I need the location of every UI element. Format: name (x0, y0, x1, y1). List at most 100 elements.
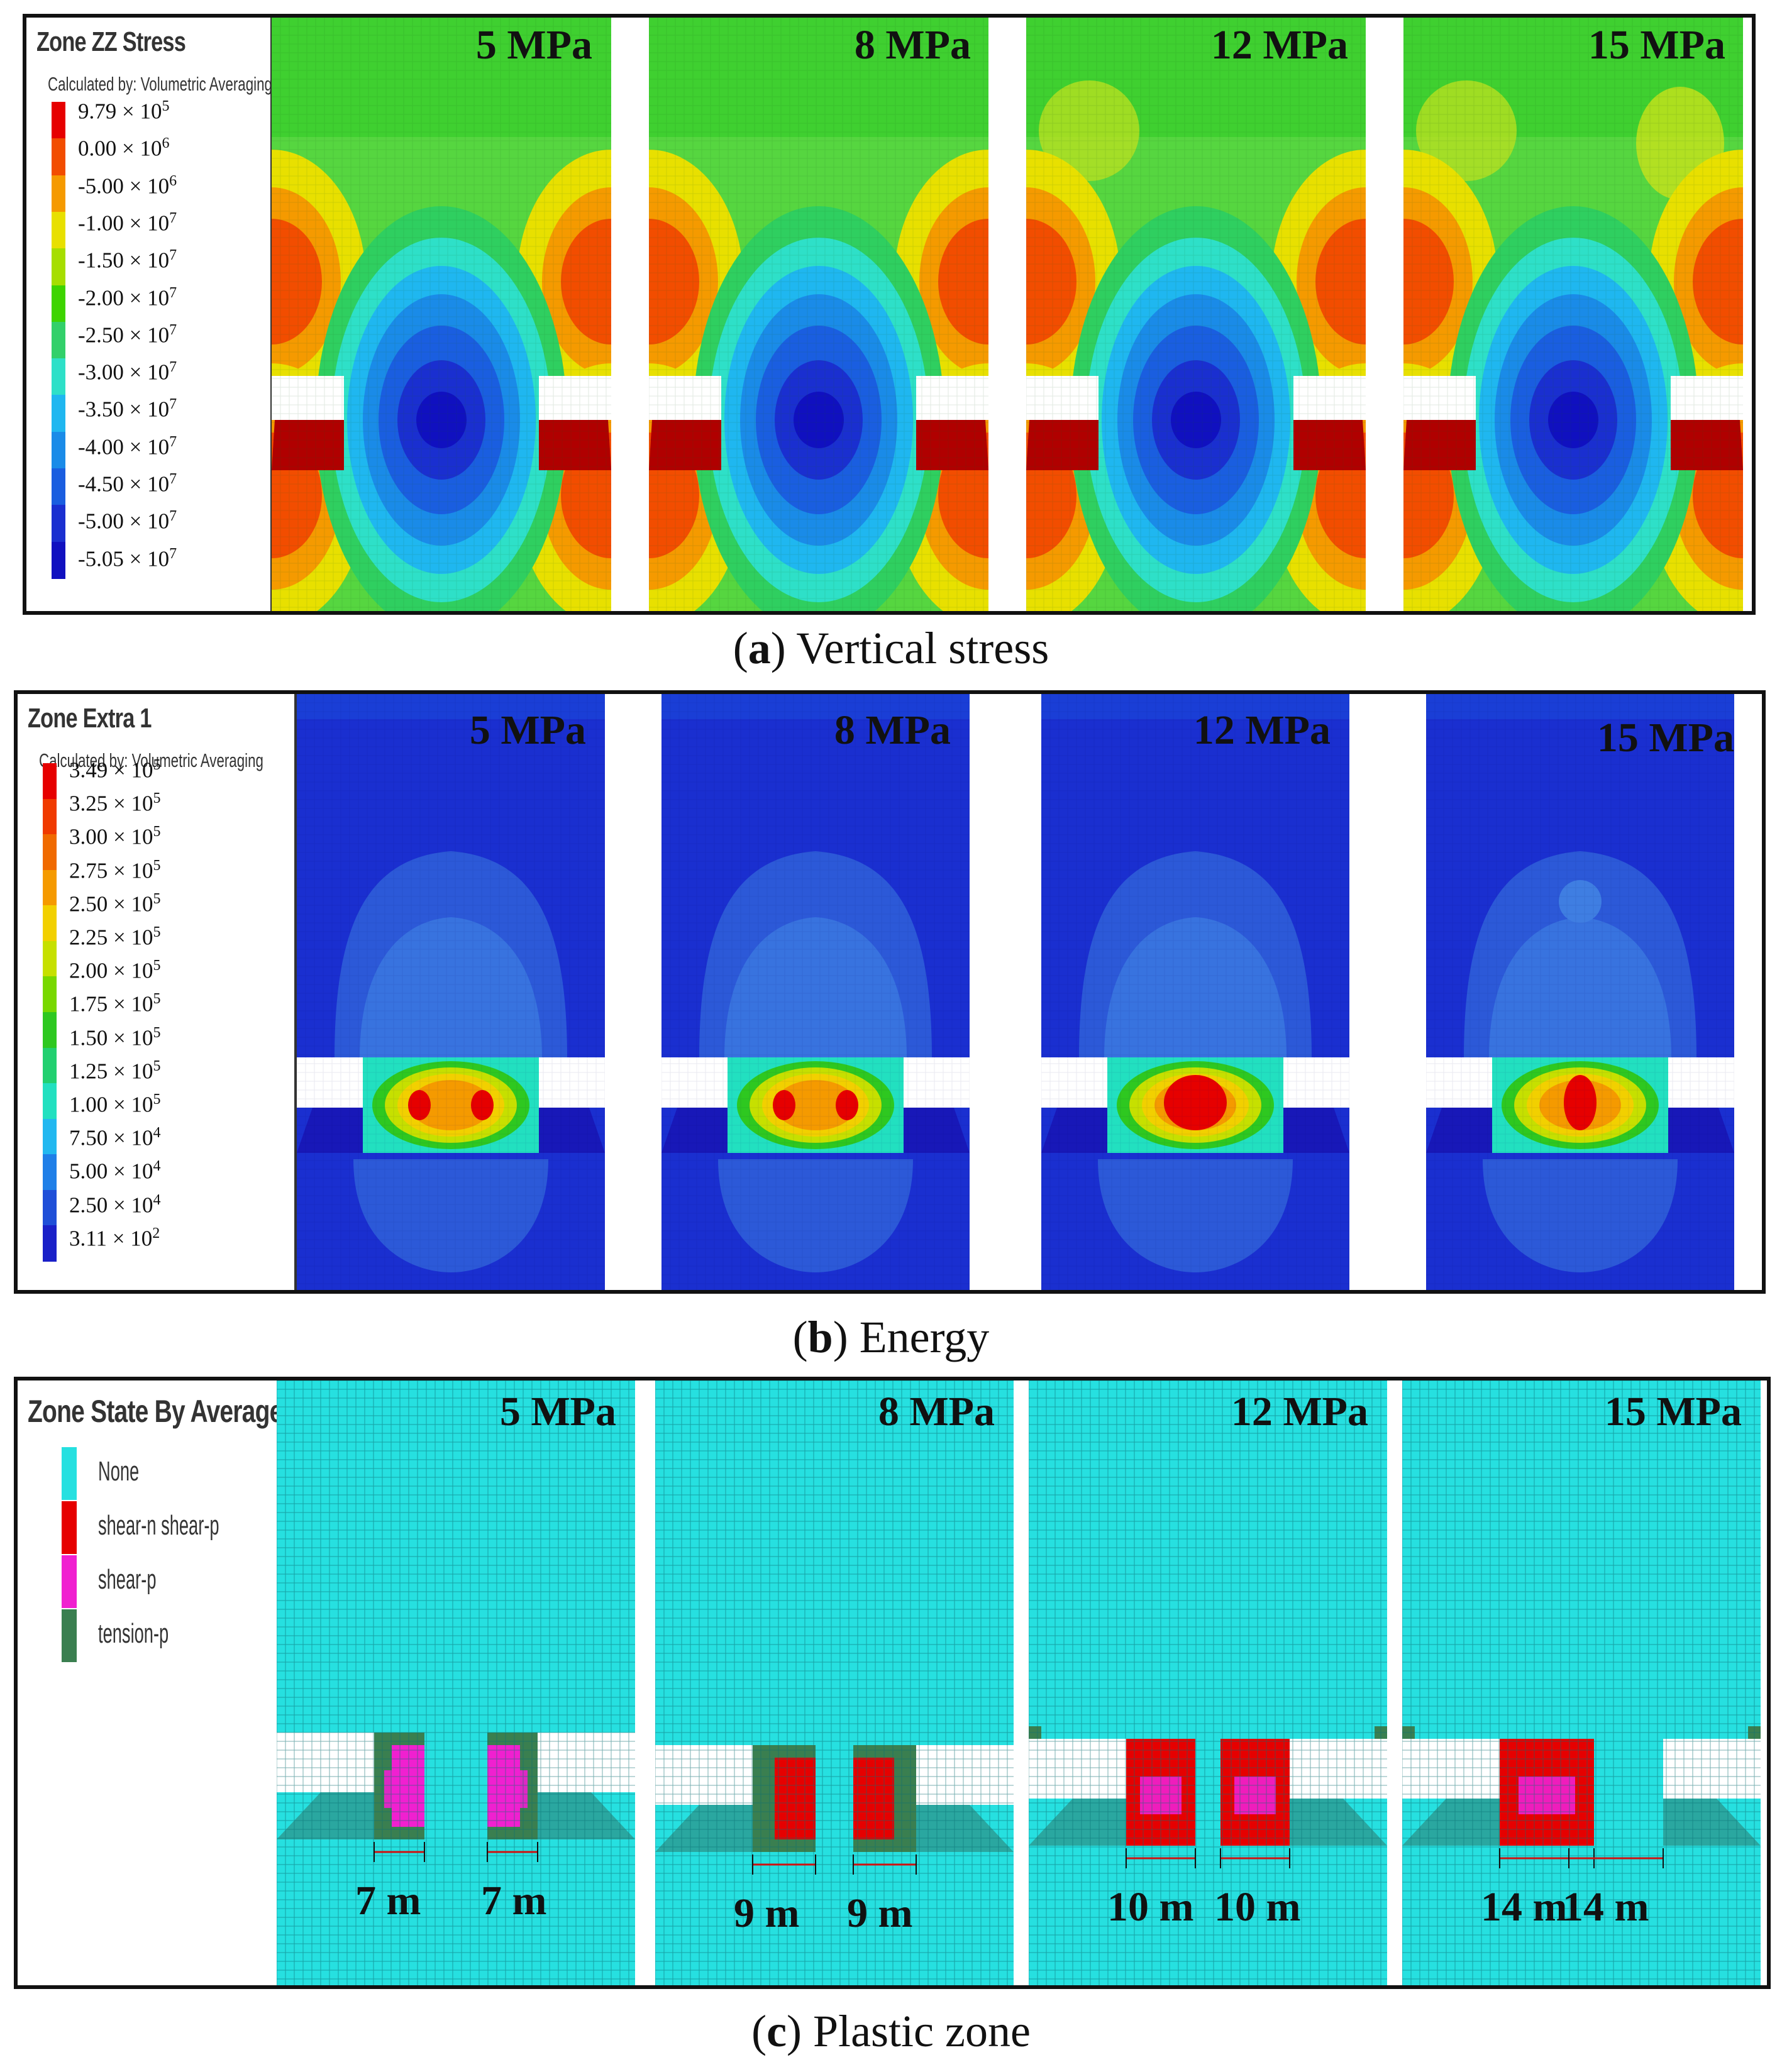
legend-color-swatch (52, 505, 65, 543)
legend-exponent: 5 (153, 857, 161, 874)
plastic-zone-plot: 8 MPa 9 m 9 m (655, 1380, 1014, 1985)
legend-value-label: -2.00 × 107 (78, 284, 177, 311)
plastic-width-left: 14 m (1481, 1884, 1568, 1930)
legend-color-swatch (43, 763, 57, 800)
legend-color-swatch (52, 248, 65, 286)
legend-value-label: 1.25 × 105 (69, 1057, 161, 1084)
legend-title: Zone Extra 1 (28, 703, 152, 734)
plastic-width-right: 14 m (1563, 1884, 1649, 1930)
mesh-grid (655, 1380, 1014, 1985)
contour-svg (1426, 694, 1734, 1290)
wedge (1403, 420, 1476, 470)
case-label: 8 MPa (854, 22, 971, 68)
legend-value-label: 2.75 × 105 (69, 857, 161, 883)
opening (916, 376, 988, 420)
mesh-grid (1029, 1380, 1387, 1985)
opening (539, 1057, 605, 1108)
yellow-patch (1416, 80, 1517, 181)
zone-state-swatch (62, 1501, 77, 1554)
legend-exponent: 5 (153, 924, 161, 940)
legend-color-swatch (43, 1047, 57, 1084)
case-label: 5 MPa (475, 22, 592, 68)
legend-exponent: 5 (153, 790, 161, 807)
legend-exponent: 4 (153, 1125, 161, 1142)
legend-value-label: 3.49 × 105 (69, 757, 161, 783)
mesh-grid (1402, 1380, 1761, 1985)
energy-peak (471, 1090, 494, 1120)
side-stress-zone (272, 219, 322, 344)
opening (277, 1733, 374, 1792)
zone-state-swatch (62, 1447, 77, 1500)
legend-color-swatch (43, 1012, 57, 1049)
legend-value-label: -3.00 × 107 (78, 359, 177, 385)
zone-state-label: shear-p (98, 1564, 157, 1595)
caption-a: (a) Vertical stress (733, 623, 1049, 673)
case-label: 5 MPa (469, 707, 586, 753)
case-label: 5 MPa (499, 1389, 616, 1435)
shear-zone (775, 1758, 816, 1839)
legend-exponent: 5 (153, 1057, 161, 1074)
plastic-zone-plot: 5 MPa 7 m 7 m (277, 1380, 635, 1985)
wedge (277, 1792, 374, 1839)
side-stress-zone (1315, 219, 1366, 344)
caption-c: (c) Plastic zone (751, 2006, 1031, 2056)
legend-color-swatch (52, 285, 65, 322)
wedge (1402, 1799, 1500, 1846)
legend-exponent: 5 (153, 1024, 161, 1041)
opening (538, 1733, 635, 1792)
mesh-grid (1426, 694, 1734, 1290)
contour-svg (661, 694, 970, 1290)
legend-value-label: -5.00 × 106 (78, 172, 177, 199)
energy-peak (1164, 1075, 1227, 1130)
legend-value-label: 1.00 × 105 (69, 1091, 161, 1117)
wedge (1290, 1799, 1387, 1846)
legend-exponent: 5 (162, 98, 170, 114)
wedge (1041, 1108, 1107, 1153)
legend-exponent: 4 (153, 1191, 161, 1208)
energy-plot: 12 MPa (1041, 694, 1349, 1290)
legend-color-swatch (52, 321, 65, 360)
contour-svg (1041, 694, 1349, 1290)
side-stress-zone (1026, 219, 1076, 344)
side-stress-zone (1693, 219, 1743, 344)
wedge (1283, 1108, 1349, 1153)
energy-peak (408, 1090, 431, 1120)
case-label: 12 MPa (1210, 22, 1348, 68)
legend-value-label: 3.25 × 105 (69, 790, 161, 816)
zone-state-swatch (62, 1609, 77, 1662)
legend-value-label: -1.00 × 107 (78, 209, 177, 236)
legend-exponent: 2 (152, 1225, 160, 1242)
legend-exponent: 7 (169, 396, 177, 413)
mesh-grid (649, 18, 988, 611)
contour-svg (1026, 18, 1366, 611)
contour-svg (277, 1380, 635, 1985)
plastic-width-left: 9 m (734, 1890, 800, 1936)
legend-exponent: 7 (169, 545, 177, 562)
legend-value-label: 1.50 × 105 (69, 1024, 161, 1050)
legend-value-label: 7.50 × 104 (69, 1125, 161, 1150)
legend-value-label: 2.50 × 105 (69, 890, 161, 917)
legend-value-label: 3.00 × 105 (69, 824, 161, 850)
wedge (1663, 1799, 1761, 1846)
upper-field (649, 18, 988, 137)
wedge (272, 420, 344, 470)
stress-legend: Zone ZZ Stress Calculated by: Volumetric… (26, 18, 273, 611)
case-label: 12 MPa (1231, 1389, 1368, 1435)
case-label: 15 MPa (1604, 1389, 1742, 1435)
energy-plot: 5 MPa (297, 694, 605, 1290)
opening (904, 1057, 970, 1108)
opening (916, 1745, 1014, 1805)
opening (539, 376, 611, 420)
case-label: 12 MPa (1193, 707, 1331, 753)
wedge (538, 1792, 635, 1839)
panel-energy: Zone Extra 1 Calculated by: Volumetric A… (14, 690, 1766, 1294)
case-label: 15 MPa (1588, 22, 1725, 68)
pillar-stress-contour (1548, 392, 1598, 448)
stress-plot: 15 MPa (1403, 18, 1743, 611)
wedge (539, 420, 611, 470)
zone-state-label: shear-n shear-p (98, 1510, 219, 1541)
plastic-width-right: 9 m (847, 1890, 913, 1936)
legend-value-label: -5.00 × 107 (78, 508, 177, 534)
contour-svg (1029, 1380, 1387, 1985)
legend-exponent: 5 (153, 957, 161, 974)
